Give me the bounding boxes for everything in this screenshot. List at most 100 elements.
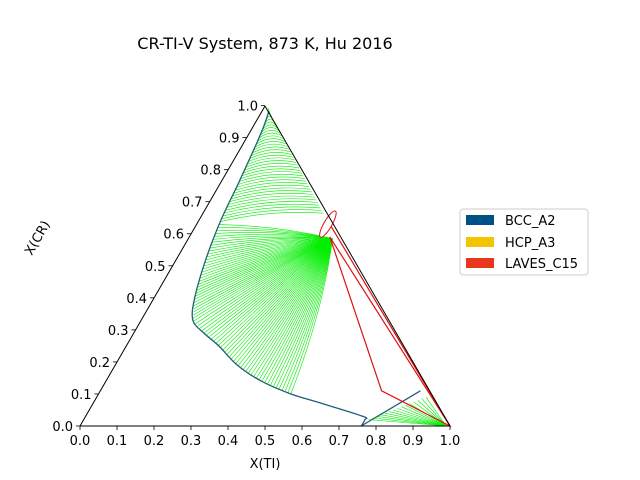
tieline-17 [248,154,294,162]
y-tick-label-3: 0.3 [108,324,129,339]
y-tick-label-5: 0.5 [145,260,166,275]
legend-item-hcp: HCP_A3 [466,236,555,251]
tieline-6 [262,124,278,130]
tieline-45 [212,236,333,243]
x-axis-label: X(TI) [250,457,281,472]
tieline-lower-9 [405,404,447,427]
tieline-lower-5 [389,411,447,427]
tieline-105 [276,238,333,388]
x-tick-label-0: 0.0 [70,434,91,449]
y-tick-label-10: 1.0 [237,100,258,115]
tieline-52 [204,238,333,264]
right-edge [264,105,451,427]
tieline-23 [240,171,302,180]
x-tick-label-6: 0.6 [292,434,313,449]
tieline-group [192,107,447,427]
tieline-28 [233,184,310,194]
tieline-85 [224,238,333,353]
tieline-86 [226,238,333,355]
tieline-7 [260,127,279,133]
phase-boundary-group [191,111,452,428]
legend-swatch-laves [466,258,494,268]
tieline-24 [239,173,304,182]
tieline-78 [208,238,333,338]
tieline-21 [242,165,300,174]
tieline-44 [213,235,333,240]
tieline-96 [251,238,333,375]
tieline-103 [270,238,333,386]
chart-title: CR-TI-V System, 873 K, Hu 2016 [137,34,392,53]
tieline-70 [192,238,333,319]
tieline-89 [233,238,333,362]
tieline-65 [194,238,333,303]
tieline-16 [249,152,292,159]
tieline-9 [258,132,282,139]
y-ticks: 0.0 0.1 0.2 0.3 0.4 0.5 0.6 0.7 0.8 0.9 1.0 [52,100,265,435]
tieline-15 [250,149,291,157]
tieline-lower-4 [384,412,447,427]
tieline-32 [228,195,315,205]
three-phase-triangle [329,236,452,428]
tieline-lower-3 [380,414,447,427]
tieline-12 [254,141,287,148]
tieline-13 [253,143,288,151]
tieline-76 [203,238,333,334]
y-tick-label-4: 0.4 [126,292,147,307]
legend-label-laves: LAVES_C15 [505,257,578,272]
tieline-109 [287,238,333,393]
x-tick-label-5: 0.5 [255,434,276,449]
tieline-lower-14 [425,397,447,427]
tieline-91 [237,238,333,366]
tieline-77 [206,238,333,336]
tieline-100 [261,238,333,382]
bcc-lower-boundary [360,390,421,427]
tieline-25 [237,176,305,185]
tieline-31 [229,192,314,202]
tieline-107 [281,238,333,391]
tieline-84 [222,238,333,351]
y-tick-label-9: 0.9 [219,132,240,147]
tieline-108 [284,238,333,392]
tieline-11 [255,138,285,145]
tieline-lower-6 [393,409,447,427]
legend: BCC_A2 HCP_A3 LAVES_C15 [459,208,589,276]
y-tick-label-6: 0.6 [163,228,184,243]
tieline-67 [193,238,333,310]
tieline-51 [205,238,333,261]
tieline-29 [232,187,311,197]
tieline-lower-1 [372,417,447,427]
tieline-90 [235,238,333,364]
legend-label-bcc: BCC_A2 [505,214,556,229]
tieline-87 [228,238,333,358]
tieline-lower-2 [376,416,447,427]
tieline-93 [243,238,333,370]
x-tick-label-10: 1.0 [440,434,461,449]
laves-boundary-line [327,220,451,427]
x-tick-label-2: 0.2 [144,434,165,449]
legend-item-laves: LAVES_C15 [466,257,578,272]
tieline-33 [226,198,317,208]
tieline-53 [203,238,333,267]
tieline-92 [240,238,333,368]
tieline-38 [220,212,324,222]
tieline-22 [241,168,301,177]
tieline-71 [193,238,333,322]
tieline-14 [252,146,289,154]
tieline-83 [220,238,333,348]
tieline-lower-8 [401,406,447,427]
tieline-82 [218,238,333,346]
tieline-37 [221,209,323,220]
tieline-lower-0 [368,419,447,427]
y-tick-label-2: 0.2 [89,356,110,371]
tieline-57 [200,238,333,279]
tieline-8 [259,130,281,136]
tieline-73 [197,238,333,327]
tieline-110 [290,238,333,395]
tieline-66 [193,238,333,306]
x-tick-label-8: 0.8 [366,434,387,449]
tieline-64 [194,238,333,300]
tieline-88 [231,238,333,360]
y-axis-label: X(CR) [22,218,54,258]
tieline-74 [199,238,333,329]
